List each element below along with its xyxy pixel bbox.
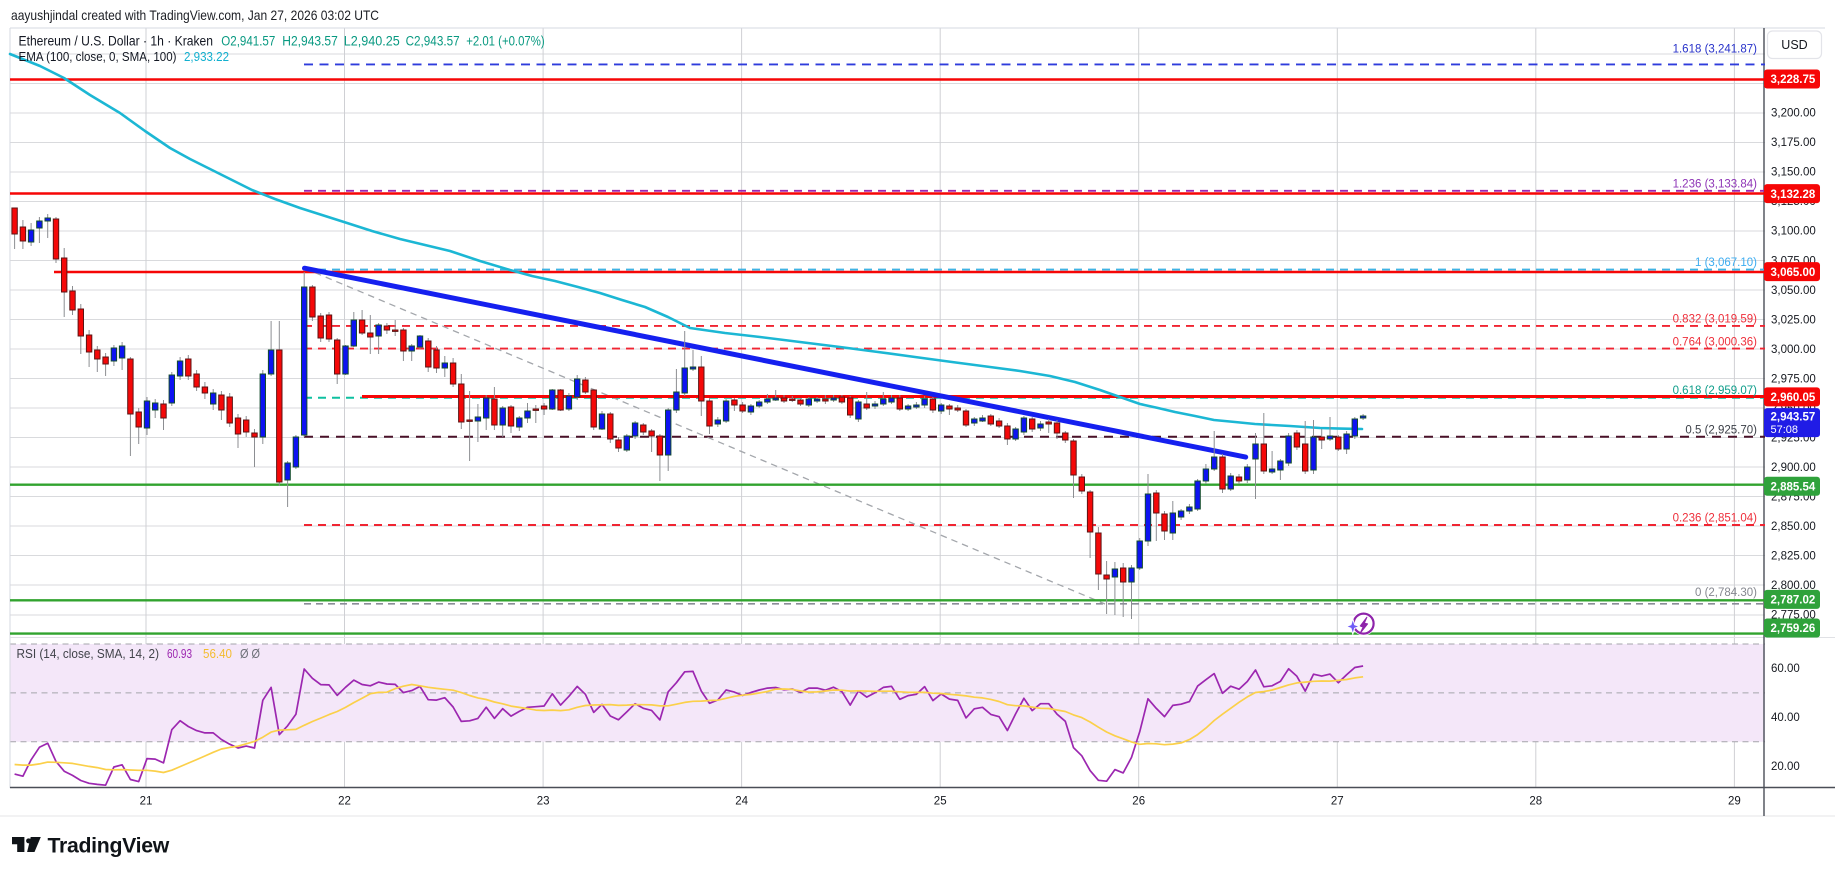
svg-text:3,000.00: 3,000.00: [1771, 344, 1816, 356]
svg-text:2,933.22: 2,933.22: [184, 49, 229, 64]
svg-text:56.40: 56.40: [203, 647, 232, 661]
svg-text:3,025.00: 3,025.00: [1771, 314, 1816, 326]
svg-text:0.618 (2,959.07): 0.618 (2,959.07): [1673, 385, 1758, 397]
svg-text:21: 21: [140, 796, 153, 808]
svg-text:0.5 (2,925.70): 0.5 (2,925.70): [1685, 425, 1757, 437]
svg-text:22: 22: [338, 796, 351, 808]
svg-text:0.764 (3,000.36): 0.764 (3,000.36): [1673, 337, 1758, 349]
svg-text:aayushjindal created with Trad: aayushjindal created with TradingView.co…: [11, 7, 379, 23]
svg-text:L2,940.25: L2,940.25: [344, 34, 400, 49]
svg-text:Ethereum / U.S. Dollar · 1h ·: Ethereum / U.S. Dollar · 1h · Kraken: [19, 34, 214, 49]
svg-text:2,943.57: 2,943.57: [1771, 411, 1816, 423]
svg-text:28: 28: [1529, 796, 1542, 808]
svg-text:2,960.05: 2,960.05: [1771, 392, 1816, 404]
svg-text:0 (2,784.30): 0 (2,784.30): [1695, 587, 1757, 599]
svg-text:2,850.00: 2,850.00: [1771, 521, 1816, 533]
svg-text:23: 23: [537, 796, 550, 808]
svg-text:3,150.00: 3,150.00: [1771, 167, 1816, 179]
svg-text:0.236 (2,851.04): 0.236 (2,851.04): [1673, 513, 1758, 525]
svg-text:3,065.00: 3,065.00: [1771, 267, 1816, 279]
svg-text:2,975.00: 2,975.00: [1771, 373, 1816, 385]
svg-text:1.236 (3,133.84): 1.236 (3,133.84): [1673, 179, 1758, 191]
svg-text:2,825.00: 2,825.00: [1771, 551, 1816, 563]
svg-text:29: 29: [1728, 796, 1741, 808]
svg-text:O2,941.57: O2,941.57: [221, 34, 275, 49]
svg-text:RSI (14, close, SMA, 14, 2): RSI (14, close, SMA, 14, 2): [17, 647, 160, 661]
svg-text:3,050.00: 3,050.00: [1771, 285, 1816, 297]
svg-text:EMA (100, close, 0, SMA, 100): EMA (100, close, 0, SMA, 100): [19, 49, 177, 64]
svg-text:3,175.00: 3,175.00: [1771, 137, 1816, 149]
svg-text:24: 24: [735, 796, 748, 808]
svg-text:Ø Ø: Ø Ø: [240, 647, 260, 661]
svg-text:2,787.02: 2,787.02: [1771, 595, 1816, 607]
svg-text:26: 26: [1132, 796, 1145, 808]
svg-text:57:08: 57:08: [1771, 424, 1799, 436]
svg-text:3,100.00: 3,100.00: [1771, 226, 1816, 238]
svg-text:TradingView: TradingView: [48, 834, 170, 858]
svg-text:USD: USD: [1781, 38, 1807, 52]
svg-text:3,228.75: 3,228.75: [1771, 74, 1816, 86]
svg-text:3,200.00: 3,200.00: [1771, 108, 1816, 120]
svg-text:40.00: 40.00: [1771, 712, 1800, 724]
svg-text:1 (3,067.10): 1 (3,067.10): [1695, 257, 1757, 269]
svg-text:60.00: 60.00: [1771, 663, 1800, 675]
svg-text:2,759.26: 2,759.26: [1771, 623, 1816, 635]
svg-text:+2.01 (+0.07%): +2.01 (+0.07%): [466, 34, 545, 49]
svg-text:0.832 (3,019.59): 0.832 (3,019.59): [1673, 314, 1758, 326]
svg-text:2,885.54: 2,885.54: [1771, 482, 1816, 494]
svg-text:2,800.00: 2,800.00: [1771, 580, 1816, 592]
svg-text:20.00: 20.00: [1771, 761, 1800, 773]
svg-text:C2,943.57: C2,943.57: [406, 34, 460, 49]
svg-text:25: 25: [934, 796, 947, 808]
svg-text:27: 27: [1331, 796, 1344, 808]
svg-text:H2,943.57: H2,943.57: [282, 34, 338, 49]
svg-text:1.618 (3,241.87): 1.618 (3,241.87): [1673, 44, 1758, 56]
svg-text:2,900.00: 2,900.00: [1771, 462, 1816, 474]
svg-text:3,132.28: 3,132.28: [1771, 189, 1816, 201]
svg-text:60.93: 60.93: [167, 647, 192, 661]
